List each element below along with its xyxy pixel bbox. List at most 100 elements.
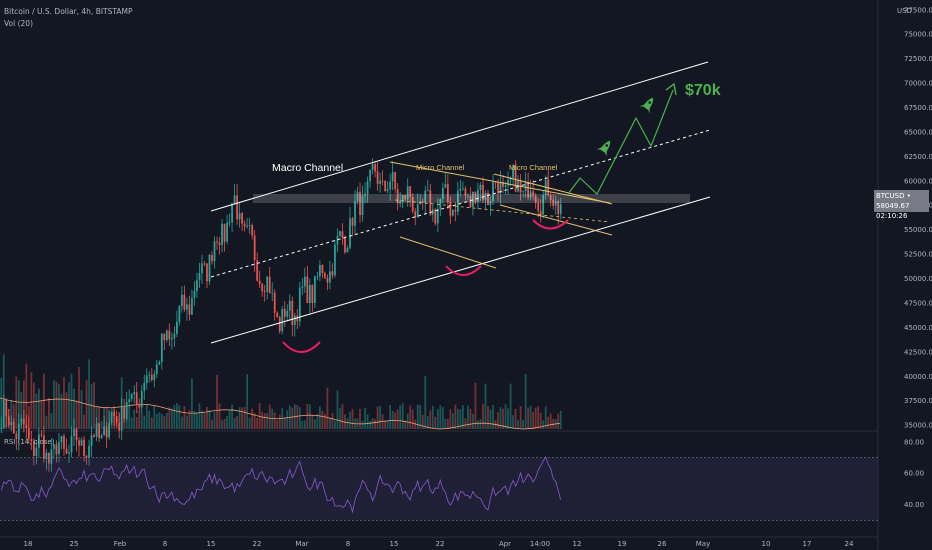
volume-bar: [10, 400, 13, 429]
candle-body: [125, 401, 128, 419]
volume-title[interactable]: Vol (20): [4, 19, 34, 28]
volume-bar: [263, 413, 266, 429]
volume-bar: [140, 412, 143, 429]
volume-bar: [469, 408, 472, 429]
overlays: [210, 61, 711, 353]
projection-path: [567, 89, 674, 195]
candle-body: [148, 374, 151, 376]
volume-bar: [319, 406, 321, 429]
volume-bar: [449, 409, 452, 429]
volume-bar: [65, 392, 68, 429]
rocket-window: [605, 144, 609, 147]
volume-bar: [198, 403, 201, 429]
candle-body: [326, 277, 329, 283]
candle-body: [213, 241, 216, 262]
candle-body: [396, 189, 399, 204]
candle-body: [288, 300, 291, 311]
volume-bar: [271, 408, 274, 429]
volume-bar: [376, 406, 379, 429]
volume-bar: [426, 416, 429, 429]
candle-body: [10, 421, 13, 426]
volume-bar: [261, 411, 264, 429]
candle-body: [236, 195, 238, 220]
volume-bar: [196, 413, 198, 429]
volume-bar: [241, 407, 243, 429]
volume-bar: [441, 407, 444, 429]
volume-bar: [133, 409, 136, 429]
volume-bar: [173, 404, 176, 429]
candle-body: [63, 436, 65, 449]
symbol-title[interactable]: Bitcoin / U.S. Dollar, 4h, BITSTAMP: [4, 7, 133, 16]
volume-bar: [296, 404, 299, 429]
volume-bar: [145, 404, 148, 429]
candle-body: [90, 435, 93, 446]
candle-body: [346, 247, 349, 253]
time-tick-label: 14:00: [530, 540, 550, 548]
candle-body: [394, 172, 397, 190]
volume-bar: [439, 405, 442, 429]
volume-bar: [522, 419, 524, 429]
volume-bar: [63, 377, 65, 429]
volume-bar: [25, 363, 28, 429]
candle-body: [15, 433, 18, 440]
candle-body: [441, 187, 444, 199]
candle-body: [278, 317, 281, 332]
volume-bar: [216, 374, 218, 429]
candle-body: [366, 181, 369, 194]
rsi-title: RSI (14, close): [4, 438, 55, 446]
volume-bar: [53, 380, 55, 429]
candle-body: [198, 273, 201, 281]
candle-body: [193, 291, 196, 298]
candle-body: [113, 411, 116, 417]
candle-body: [557, 201, 560, 214]
volume-bar: [431, 405, 434, 429]
volume-bar: [243, 407, 246, 429]
candle-body: [459, 188, 462, 191]
volume-bar: [416, 404, 419, 429]
volume-bar: [517, 420, 519, 429]
candle-body: [218, 242, 221, 245]
volume-bar: [308, 404, 311, 429]
last-price-value: 58049.67: [876, 202, 910, 210]
candle-body: [150, 374, 153, 380]
volume-bar: [339, 407, 341, 429]
macro-channel-label: Macro Channel: [272, 162, 343, 174]
volume-bar: [201, 410, 203, 429]
volume-bar: [544, 406, 547, 429]
price-tick-label: 52500.00: [904, 251, 932, 259]
volume-bar: [311, 414, 314, 429]
time-axis[interactable]: 18 25 Feb 8 15 22 Mar 8 15 22 Apr 14:00 12 19 26 May 10 1…: [24, 540, 854, 548]
candle-body: [552, 199, 555, 206]
volume-bar: [369, 420, 371, 429]
candle-body: [103, 426, 105, 436]
candle-body: [499, 181, 502, 194]
candle-body: [115, 416, 118, 424]
candle-body: [138, 403, 141, 408]
volume-bar: [479, 419, 482, 429]
candle-body: [454, 210, 457, 212]
volume-bar: [446, 418, 449, 429]
candle-body: [65, 448, 68, 454]
volume-bar: [22, 380, 25, 429]
volume-bar: [206, 406, 208, 429]
candle-body: [261, 284, 264, 292]
volume-bar: [371, 418, 374, 429]
volume-bar: [462, 405, 464, 429]
volume-bar: [176, 403, 178, 429]
candle-body: [336, 235, 339, 245]
candle-body: [241, 213, 243, 224]
volume-bar: [451, 413, 454, 429]
volume-bar: [396, 409, 399, 429]
macro-channel-upper: [210, 61, 709, 212]
time-tick-label: 19: [618, 540, 627, 548]
candle-body: [158, 362, 161, 365]
candle-body: [281, 309, 284, 332]
volume-bar: [218, 403, 221, 429]
candle-body: [83, 439, 85, 457]
candle-body: [504, 185, 507, 187]
volume-bar: [208, 409, 211, 429]
volume-bar: [35, 393, 38, 429]
candle-body: [472, 191, 474, 207]
price-axis[interactable]: 77500.00 75000.00 72500.00 70000.00 67500.00…: [904, 6, 932, 509]
